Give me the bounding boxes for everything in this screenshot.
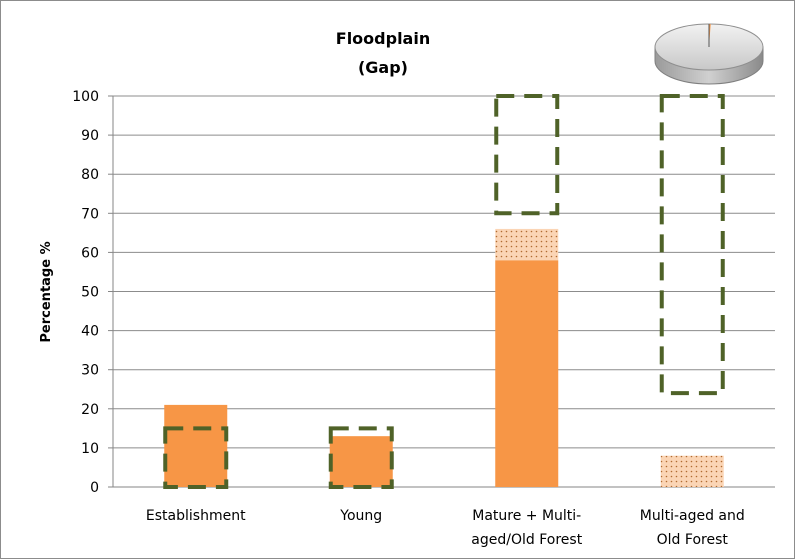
x-tick-label: Mature + Multi- — [472, 508, 581, 524]
y-tick-label: 100 — [72, 89, 99, 105]
x-tick-labels: Establishment Young Mature + Multi-aged/Ol… — [146, 508, 745, 548]
bar-solid — [329, 436, 393, 487]
y-tick-labels: 0 10 20 30 40 50 60 70 80 90 100 — [72, 89, 99, 496]
y-tick-label: 90 — [81, 128, 99, 144]
x-tick-label: Establishment — [146, 508, 246, 524]
y-tick-label: 30 — [81, 363, 99, 379]
bar-dotted — [660, 455, 724, 487]
y-tick-label: 10 — [81, 441, 99, 457]
y-tick-label: 50 — [81, 285, 99, 301]
bar-solid — [495, 260, 559, 487]
x-tick-label: Multi-aged and — [640, 508, 745, 524]
x-tick-label: aged/Old Forest — [471, 532, 582, 548]
bars — [164, 228, 724, 487]
y-tick-label: 20 — [81, 402, 99, 418]
range-box — [328, 426, 394, 490]
y-tick-label: 80 — [81, 167, 99, 183]
chart-title-line-2: (Gap) — [358, 58, 408, 77]
x-tick-label: Young — [339, 508, 382, 524]
x-tick-label: Old Forest — [657, 532, 729, 548]
y-tick-label: 70 — [81, 206, 99, 222]
range-boxes — [163, 94, 725, 490]
y-tick-label: 40 — [81, 324, 99, 340]
range-box — [494, 94, 560, 216]
chart-title: Floodplain (Gap) — [336, 29, 430, 77]
chart-title-line-1: Floodplain — [336, 29, 430, 48]
inset-pie-chart — [654, 23, 764, 85]
bar-dotted — [495, 228, 559, 261]
y-tick-label: 60 — [81, 245, 99, 261]
y-tick-label: 0 — [90, 480, 99, 496]
y-axis-label: Percentage % — [39, 241, 54, 342]
bar-solid — [164, 404, 228, 487]
range-box — [163, 426, 229, 490]
range-box — [659, 94, 725, 396]
